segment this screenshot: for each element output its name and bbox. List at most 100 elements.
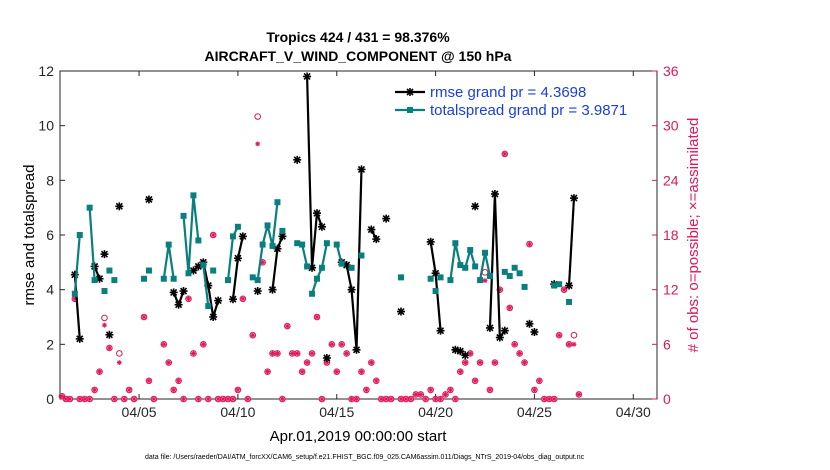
obs-possible-point bbox=[249, 331, 257, 339]
rmse-point bbox=[357, 165, 366, 174]
spread-point bbox=[91, 277, 98, 284]
legend: rmse grand pr = 4.3698 totalspread grand… bbox=[395, 84, 627, 119]
obs-assimilated-stroke bbox=[354, 396, 359, 402]
obs-possible-point bbox=[536, 377, 543, 385]
x-tick-label: 04/10 bbox=[220, 404, 255, 420]
obs-assimilated-stroke bbox=[517, 351, 522, 356]
obs-assimilated-point bbox=[161, 341, 167, 347]
obs-possible-point bbox=[150, 395, 158, 403]
obs-possible-point bbox=[471, 377, 479, 385]
rmse-point-stroke bbox=[313, 209, 321, 217]
spread-point bbox=[269, 242, 276, 249]
rmse-line bbox=[306, 76, 323, 269]
obs-possible-point bbox=[363, 386, 370, 394]
obs-assimilated-point bbox=[408, 396, 414, 402]
y-tick-label: 0 bbox=[46, 391, 54, 407]
obs-assimilated-point bbox=[329, 341, 335, 347]
spread-point bbox=[234, 223, 241, 230]
obs-possible-point bbox=[106, 344, 113, 352]
obs-possible-point bbox=[284, 322, 291, 330]
rmse-point-stroke bbox=[323, 354, 331, 362]
obs-assimilated-point bbox=[477, 360, 483, 365]
obs-assimilated-stroke bbox=[245, 396, 250, 402]
obs-assimilated-point bbox=[235, 387, 241, 393]
obs-assimilated-stroke bbox=[300, 369, 305, 374]
rmse-point bbox=[174, 300, 183, 309]
obs-assimilated-stroke bbox=[413, 392, 418, 397]
rmse-point-stroke bbox=[100, 250, 109, 258]
obs-possible-point bbox=[140, 313, 148, 321]
obs-possible-point bbox=[204, 395, 212, 403]
rmse-point bbox=[436, 326, 445, 335]
spread-point bbox=[299, 241, 306, 248]
obs-assimilated-stroke bbox=[566, 342, 572, 347]
rmse-point bbox=[485, 323, 494, 332]
spread-line bbox=[335, 244, 343, 264]
obs-assimilated-point bbox=[205, 396, 211, 402]
rmse-point bbox=[228, 295, 237, 304]
obs-possible-point bbox=[368, 359, 375, 366]
spread-point bbox=[165, 241, 172, 248]
obs-possible-point bbox=[175, 377, 182, 385]
spread-point bbox=[170, 275, 177, 282]
obs-assimilated-point bbox=[423, 396, 429, 402]
obs-possible-point bbox=[427, 386, 434, 394]
obs-assimilated-stroke bbox=[527, 241, 532, 247]
rmse-point-stroke bbox=[461, 351, 469, 359]
obs-assimilated-point bbox=[171, 387, 177, 393]
obs-assimilated-stroke bbox=[552, 396, 557, 402]
rmse-point bbox=[397, 307, 406, 316]
plot-area bbox=[59, 70, 658, 400]
rmse-point-stroke bbox=[343, 261, 351, 269]
y2-tick-label: 18 bbox=[663, 227, 679, 243]
obs-assimilated-point bbox=[225, 396, 231, 402]
x-tick-label: 04/20 bbox=[418, 404, 453, 420]
obs-possible-point bbox=[298, 368, 306, 375]
obs-assimilated-point bbox=[368, 360, 374, 365]
obs-assimilated-point bbox=[294, 351, 300, 356]
obs-assimilated-stroke bbox=[458, 369, 463, 374]
obs-assimilated-stroke bbox=[285, 323, 290, 329]
spread-point bbox=[323, 240, 330, 247]
spread-point bbox=[566, 298, 573, 305]
obs-possible-point bbox=[476, 359, 484, 366]
obs-assimilated-stroke bbox=[487, 387, 493, 393]
rmse-point bbox=[565, 281, 574, 290]
obs-assimilated-point bbox=[116, 360, 122, 365]
obs-assimilated-point bbox=[215, 396, 221, 402]
spread-point bbox=[338, 260, 345, 267]
obs-assimilated-point bbox=[299, 369, 305, 375]
obs-assimilated-point bbox=[59, 393, 65, 399]
obs-assimilated-stroke bbox=[304, 360, 310, 365]
spread-point bbox=[180, 212, 187, 219]
obs-assimilated-point bbox=[522, 360, 527, 365]
spread-point bbox=[398, 274, 405, 281]
spread-line bbox=[301, 244, 309, 267]
rmse-point bbox=[317, 222, 326, 231]
rmse-point bbox=[495, 333, 504, 342]
obs-assimilated-point bbox=[102, 322, 107, 328]
obs-assimilated-point bbox=[324, 360, 330, 365]
obs-assimilated-stroke bbox=[403, 396, 409, 402]
obs-assimilated-point bbox=[561, 287, 567, 293]
obs-assimilated-point bbox=[472, 378, 478, 384]
axis-ticks: 04/05 04/10 04/15 04/20 04/25 04/300246810120… bbox=[38, 63, 678, 420]
rmse-point-stroke bbox=[456, 347, 464, 355]
obs-assimilated-point bbox=[151, 396, 157, 402]
obs-assimilated-point bbox=[121, 396, 127, 402]
obs-possible-point bbox=[333, 368, 341, 375]
obs-possible-point bbox=[318, 395, 326, 403]
obs-possible-point bbox=[372, 377, 380, 385]
obs-assimilated-stroke bbox=[77, 396, 82, 402]
obs-assimilated-point bbox=[487, 387, 493, 393]
obs-assimilated-stroke bbox=[260, 260, 265, 265]
rmse-point bbox=[105, 330, 114, 339]
obs-assimilated-point bbox=[284, 323, 290, 329]
rmse-point bbox=[253, 287, 262, 296]
obs-possible-point bbox=[185, 295, 192, 303]
y2-tick-label: 30 bbox=[663, 118, 679, 134]
rmse-point-stroke bbox=[451, 346, 459, 354]
obs-possible-point bbox=[116, 350, 123, 357]
rmse-point-stroke bbox=[239, 232, 247, 240]
obs-assimilated-point bbox=[314, 314, 320, 320]
